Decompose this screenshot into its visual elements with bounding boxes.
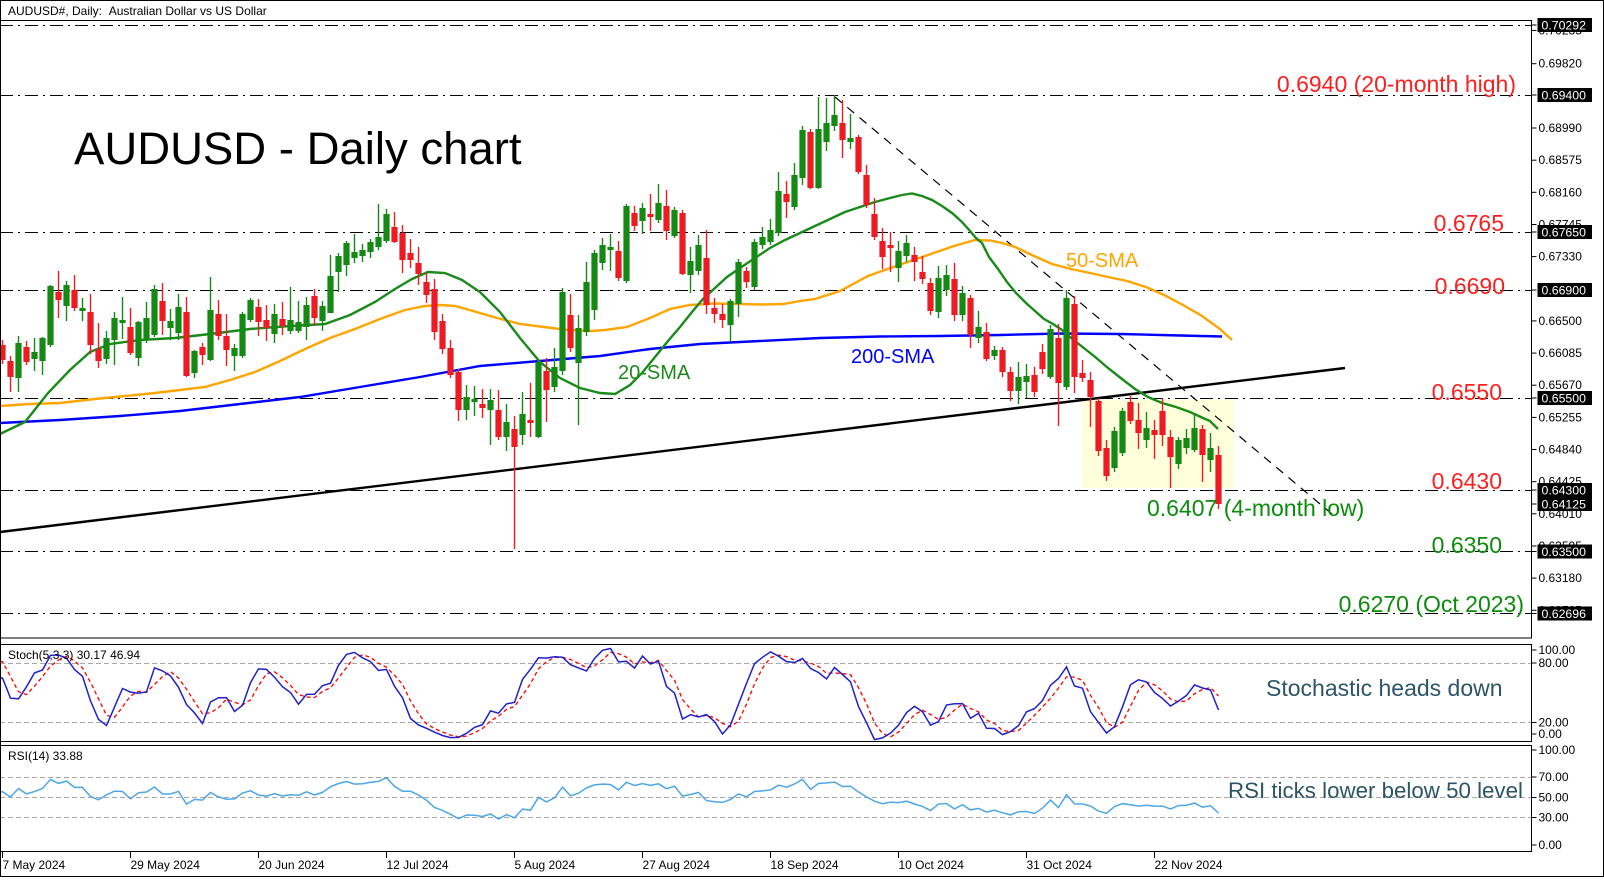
svg-text:18 Sep 2024: 18 Sep 2024: [771, 858, 839, 872]
svg-text:0.66900: 0.66900: [1542, 284, 1587, 298]
svg-text:20 Jun 2024: 20 Jun 2024: [259, 858, 325, 872]
svg-text:AUDUSD#, Daily: Australian Do: AUDUSD#, Daily: Australian Dollar vs US …: [8, 4, 267, 18]
svg-text:0.68575: 0.68575: [1539, 153, 1583, 167]
svg-text:70.00: 70.00: [1539, 770, 1569, 784]
svg-text:0.66500: 0.66500: [1539, 314, 1583, 328]
svg-text:0.6690: 0.6690: [1435, 273, 1505, 299]
svg-text:22 Nov 2024: 22 Nov 2024: [1155, 858, 1223, 872]
svg-text:50-SMA: 50-SMA: [1066, 250, 1139, 272]
svg-text:5 Aug 2024: 5 Aug 2024: [515, 858, 576, 872]
svg-text:Stochastic heads down: Stochastic heads down: [1266, 675, 1503, 701]
svg-text:0.66085: 0.66085: [1539, 346, 1583, 360]
svg-text:Stoch(5,3,3) 30.17 46.94: Stoch(5,3,3) 30.17 46.94: [8, 648, 140, 662]
svg-text:0.6407 (4-month low): 0.6407 (4-month low): [1147, 495, 1364, 521]
svg-text:29 May 2024: 29 May 2024: [131, 858, 201, 872]
svg-text:80.00: 80.00: [1539, 656, 1569, 670]
svg-text:200-SMA: 200-SMA: [851, 346, 935, 368]
svg-text:0.00: 0.00: [1539, 838, 1563, 852]
svg-text:0.6765: 0.6765: [1434, 210, 1504, 236]
svg-text:0.65255: 0.65255: [1539, 410, 1583, 424]
svg-text:0.63180: 0.63180: [1539, 571, 1583, 585]
svg-text:100.00: 100.00: [1539, 643, 1576, 657]
svg-text:7 May 2024: 7 May 2024: [3, 858, 66, 872]
svg-text:100.00: 100.00: [1539, 743, 1576, 757]
svg-text:0.6350: 0.6350: [1432, 532, 1502, 558]
svg-text:0.67330: 0.67330: [1539, 250, 1583, 264]
svg-text:10 Oct 2024: 10 Oct 2024: [899, 858, 965, 872]
svg-text:27 Aug 2024: 27 Aug 2024: [643, 858, 711, 872]
svg-text:RSI(14) 33.88: RSI(14) 33.88: [8, 749, 83, 763]
svg-text:20-SMA: 20-SMA: [618, 362, 691, 384]
svg-text:AUDUSD - Daily chart: AUDUSD - Daily chart: [74, 123, 522, 174]
svg-text:RSI ticks lower below 50 level: RSI ticks lower below 50 level: [1228, 778, 1523, 803]
svg-text:12 Jul 2024: 12 Jul 2024: [387, 858, 449, 872]
svg-text:0.6940 (20-month high): 0.6940 (20-month high): [1277, 71, 1516, 97]
svg-text:0.6430: 0.6430: [1432, 468, 1502, 494]
svg-text:0.64125: 0.64125: [1542, 498, 1587, 512]
svg-text:0.68990: 0.68990: [1539, 121, 1583, 135]
svg-text:0.64300: 0.64300: [1542, 484, 1587, 498]
svg-text:50.00: 50.00: [1539, 791, 1569, 805]
svg-text:0.63500: 0.63500: [1542, 545, 1587, 559]
svg-text:0.6550: 0.6550: [1432, 379, 1502, 405]
svg-text:0.67650: 0.67650: [1542, 226, 1587, 240]
svg-text:31 Oct 2024: 31 Oct 2024: [1027, 858, 1093, 872]
svg-text:30.00: 30.00: [1539, 811, 1569, 825]
svg-text:0.6270 (Oct 2023): 0.6270 (Oct 2023): [1339, 591, 1524, 617]
svg-text:0.69820: 0.69820: [1539, 57, 1583, 71]
svg-text:0.65670: 0.65670: [1539, 378, 1583, 392]
svg-text:0.62696: 0.62696: [1542, 607, 1587, 621]
svg-text:0.65500: 0.65500: [1542, 392, 1587, 406]
svg-text:0.64840: 0.64840: [1539, 443, 1583, 457]
svg-text:0.00: 0.00: [1539, 727, 1563, 741]
svg-text:0.68160: 0.68160: [1539, 185, 1583, 199]
svg-text:0.69400: 0.69400: [1542, 89, 1587, 103]
svg-text:0.70292: 0.70292: [1542, 19, 1587, 33]
svg-text:20.00: 20.00: [1539, 716, 1569, 730]
